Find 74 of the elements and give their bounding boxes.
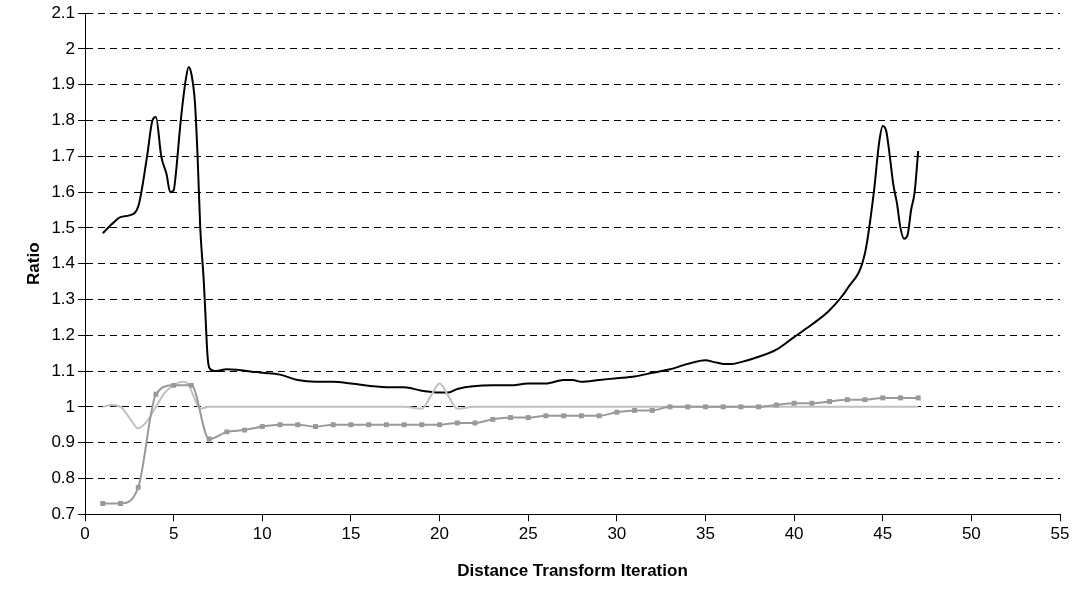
x-tick-label: 50: [961, 524, 981, 544]
y-tick-label: 1.4: [51, 253, 76, 273]
point: [171, 382, 177, 388]
point: [720, 404, 726, 410]
point: [259, 424, 265, 429]
point: [915, 395, 921, 401]
point: [596, 413, 602, 419]
point: [135, 484, 141, 490]
y-tick-label: 1.8: [51, 110, 76, 130]
point: [295, 422, 301, 428]
point: [454, 420, 460, 426]
point: [827, 399, 833, 404]
x-tick-label: 25: [518, 524, 538, 544]
point: [578, 413, 584, 419]
point: [791, 400, 797, 406]
point: [897, 395, 903, 401]
y-tick-label: 1.9: [51, 74, 76, 94]
point: [525, 415, 531, 421]
point: [313, 424, 318, 429]
point: [756, 404, 762, 410]
point: [242, 427, 248, 433]
point: [773, 402, 779, 408]
point: [508, 415, 513, 421]
y-tick-label: 2: [65, 38, 76, 58]
point: [437, 422, 443, 428]
point: [844, 397, 850, 403]
y-tick-label: 0.8: [51, 468, 76, 488]
x-tick-label: 45: [873, 524, 893, 544]
x-tick-label: 15: [341, 524, 361, 544]
y-tick-label: 0.9: [51, 432, 76, 452]
point: [277, 422, 283, 428]
y-tick-label: 1.2: [51, 324, 76, 344]
x-tick-label: 5: [168, 524, 179, 544]
x-tick-label: 40: [784, 524, 804, 544]
y-tick-label: 1.3: [51, 289, 76, 309]
x-axis-title: Distance Transform Iteration: [457, 561, 688, 581]
y-tick-label: 1.7: [51, 146, 76, 166]
point: [685, 404, 691, 410]
point: [206, 436, 212, 442]
y-tick-label: 1.5: [51, 217, 76, 237]
point: [224, 429, 230, 435]
point: [632, 407, 638, 413]
point: [880, 395, 886, 401]
y-tick-label: 1.6: [51, 181, 76, 201]
point: [100, 500, 106, 506]
x-tick-label: 10: [252, 524, 272, 544]
point: [348, 422, 354, 428]
y-tick-label: 1.1: [51, 360, 76, 380]
point: [561, 413, 567, 419]
point: [366, 422, 372, 428]
point: [188, 382, 194, 388]
point: [738, 404, 744, 410]
y-tick-label: 1: [65, 396, 76, 416]
x-tick-label: 20: [430, 524, 450, 544]
x-tick-label: 55: [1050, 524, 1070, 544]
point: [702, 404, 708, 410]
point: [330, 422, 336, 428]
y-tick-label: 2.1: [51, 2, 76, 22]
point: [401, 422, 407, 428]
point: [543, 413, 549, 419]
point: [419, 422, 425, 428]
point: [118, 500, 123, 506]
y-axis-title: Ratio: [23, 242, 43, 285]
point: [153, 391, 159, 397]
point: [649, 407, 655, 413]
y-tick-label: 0.7: [51, 503, 76, 523]
line-series: [101, 380, 920, 430]
point: [614, 409, 620, 415]
x-tick-label: 35: [696, 524, 715, 544]
x-tick-label: 30: [607, 524, 627, 544]
point: [809, 400, 815, 406]
point: [490, 416, 496, 422]
point: [383, 422, 389, 428]
x-tick-label: 0: [80, 524, 90, 544]
